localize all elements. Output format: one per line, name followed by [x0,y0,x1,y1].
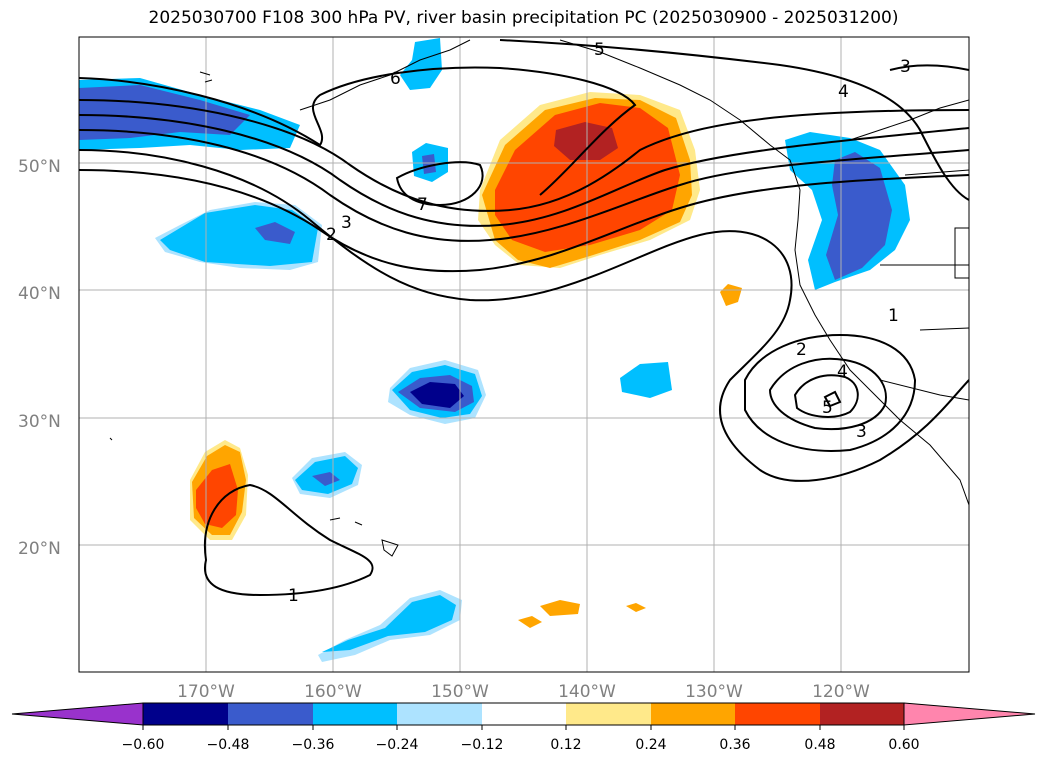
colorbar-tick-label: 0.24 [635,737,666,753]
lat-label: 30°N [18,412,61,432]
colorbar-tick-label: 0.60 [888,737,919,753]
colorbar-segment [228,703,313,725]
contour-label: 4 [837,362,848,382]
lon-label: 140°W [558,682,616,702]
colorbar-extend-high [903,702,1036,726]
colorbar-segment [566,703,651,725]
contour-label: 3 [856,422,867,442]
map-title: 2025030700 F108 300 hPa PV, river basin … [148,8,899,28]
pv-contours [79,39,969,597]
lon-label: 170°W [177,682,235,702]
contour-label: 3 [341,213,352,233]
map-frame [78,36,970,673]
colorbar-segment [651,703,735,725]
lon-label: 160°W [304,682,362,702]
colorbar-tick-label: −0.36 [292,737,335,753]
colorbar: −0.60 −0.48 −0.36 −0.24 −0.12 0.12 0.24 … [11,702,1036,753]
coastlines [109,39,969,557]
colorbar-tick-label: 0.48 [804,737,835,753]
graticule [79,37,969,672]
contour-label: 1 [888,306,899,326]
pv-contour-labels: 6 5 4 3 3 2 7 1 2 4 5 3 1 [288,40,911,606]
contour-label: 5 [822,398,833,418]
contour-label: 2 [796,340,807,360]
lat-label: 40°N [18,284,61,304]
lon-label: 150°W [431,682,489,702]
lon-label: 120°W [812,682,870,702]
colorbar-tick-label: 0.12 [550,737,581,753]
colorbar-extend-low [11,702,144,726]
colorbar-segment [735,703,820,725]
contour-label: 5 [594,40,605,60]
lon-axis-labels: 170°W 160°W 150°W 140°W 130°W 120°W [177,682,870,702]
map-plot-area: 6 5 4 3 3 2 7 1 2 4 5 3 1 [79,37,969,672]
colorbar-segment [143,703,228,725]
colorbar-tick-label: −0.60 [122,737,165,753]
contour-label: 1 [288,586,299,606]
contour-label: 2 [326,225,337,245]
colorbar-tick-label: 0.36 [719,737,750,753]
colorbar-tick-label: −0.24 [376,737,419,753]
lat-label: 50°N [18,157,61,177]
contour-label: 4 [838,82,849,102]
precip-shading [79,38,910,662]
contour-label: 7 [417,195,428,215]
colorbar-segment [397,703,482,725]
lat-label: 20°N [18,539,61,559]
colorbar-segment [482,703,566,725]
colorbar-segment [820,703,904,725]
colorbar-tick-label: −0.12 [461,737,504,753]
contour-label: 3 [900,57,911,77]
lat-axis-labels: 20°N 30°N 40°N 50°N [18,157,61,559]
colorbar-segment [313,703,397,725]
contour-label: 6 [390,69,401,89]
lon-label: 130°W [685,682,743,702]
colorbar-tick-label: −0.48 [207,737,250,753]
